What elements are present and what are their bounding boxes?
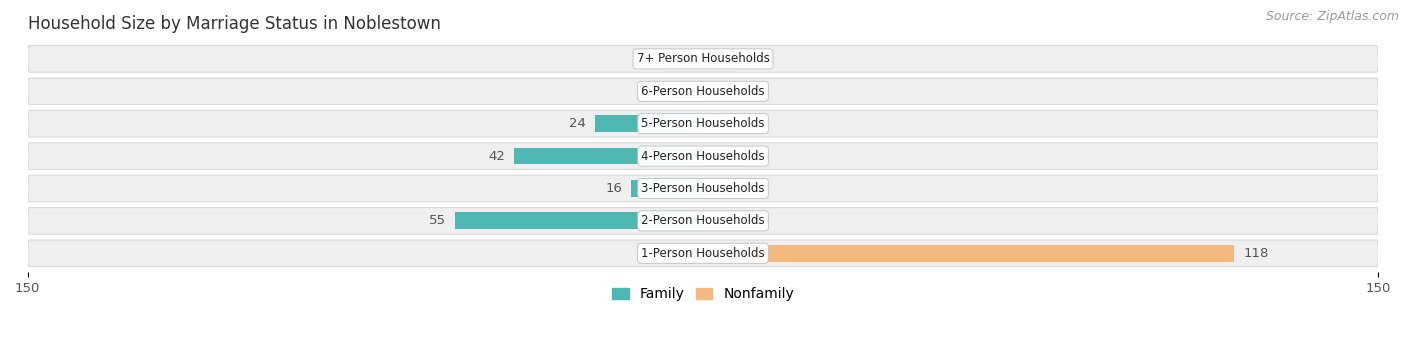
Text: 5-Person Households: 5-Person Households	[641, 117, 765, 130]
Text: 55: 55	[429, 214, 446, 227]
Bar	[703, 85, 740, 97]
Text: 118: 118	[1243, 247, 1268, 260]
Text: 24: 24	[569, 117, 586, 130]
Text: Household Size by Marriage Status in Noblestown: Household Size by Marriage Status in Nob…	[28, 15, 440, 33]
Text: Source: ZipAtlas.com: Source: ZipAtlas.com	[1265, 10, 1399, 23]
Text: 1-Person Households: 1-Person Households	[641, 247, 765, 260]
Bar	[666, 53, 703, 65]
Bar	[631, 180, 703, 197]
Text: 0: 0	[748, 53, 756, 65]
Text: 0: 0	[650, 85, 658, 98]
Text: 2-Person Households: 2-Person Households	[641, 214, 765, 227]
Text: 4-Person Households: 4-Person Households	[641, 150, 765, 163]
Text: 42: 42	[488, 150, 505, 163]
Text: 7+ Person Households: 7+ Person Households	[637, 53, 769, 65]
FancyBboxPatch shape	[28, 143, 1378, 169]
Text: 0: 0	[748, 182, 756, 195]
Bar	[666, 85, 703, 97]
Bar	[703, 245, 1234, 262]
Text: 0: 0	[748, 214, 756, 227]
Bar	[703, 215, 740, 227]
FancyBboxPatch shape	[28, 110, 1378, 137]
Legend: Family, Nonfamily: Family, Nonfamily	[606, 282, 800, 307]
Bar	[703, 53, 740, 65]
Text: 0: 0	[748, 150, 756, 163]
FancyBboxPatch shape	[28, 175, 1378, 202]
FancyBboxPatch shape	[28, 240, 1378, 267]
Bar	[666, 247, 703, 259]
Text: 16: 16	[605, 182, 621, 195]
Text: 3-Person Households: 3-Person Households	[641, 182, 765, 195]
Text: 0: 0	[748, 85, 756, 98]
FancyBboxPatch shape	[28, 78, 1378, 105]
Text: 0: 0	[650, 53, 658, 65]
Bar	[595, 115, 703, 132]
Bar	[456, 212, 703, 229]
FancyBboxPatch shape	[28, 208, 1378, 234]
Text: 0: 0	[650, 247, 658, 260]
Bar	[703, 118, 740, 130]
Text: 6-Person Households: 6-Person Households	[641, 85, 765, 98]
Bar	[703, 150, 740, 162]
Bar	[515, 148, 703, 164]
Text: 0: 0	[748, 117, 756, 130]
FancyBboxPatch shape	[28, 46, 1378, 72]
Bar	[703, 182, 740, 194]
